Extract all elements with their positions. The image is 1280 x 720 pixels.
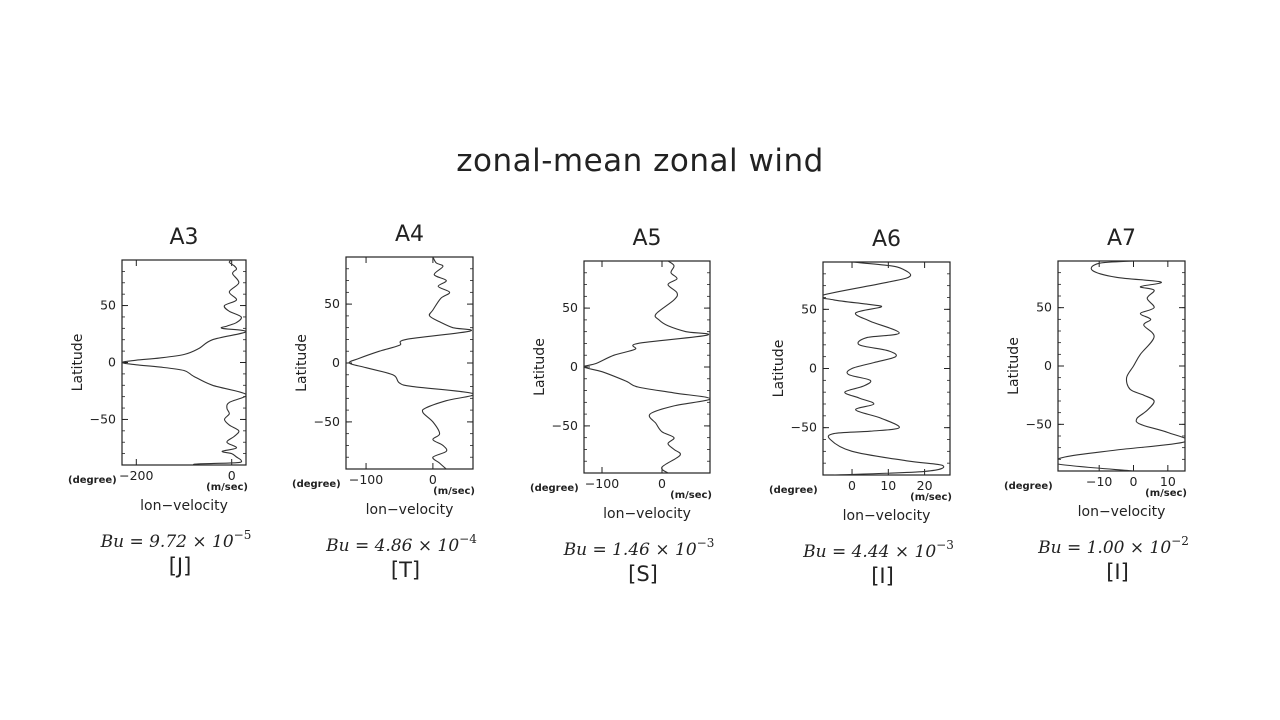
regime-label: [T] [391,558,420,582]
x-tick-label: 20 [917,478,933,493]
x-unit-label: (m/sec) [670,490,712,501]
burger-number-value: Bu = 4.44 × 10 [802,542,936,562]
y-tick-label: 50 [324,296,340,311]
burger-number-label: Bu = 9.72 × 10−5 [100,528,252,552]
burger-number-value: Bu = 1.00 × 10 [1037,538,1171,558]
chart-panel-a4: A4 −50 0 50 −100 0 Latitude (degree) (m/sec) lon−… [282,210,502,590]
x-axis-label: lon−velocity [140,498,228,514]
plot-frame [121,259,247,466]
panel-title: A4 [395,222,424,247]
x-axis-label: lon−velocity [603,506,691,522]
x-unit-label: (m/sec) [433,486,475,497]
y-axis-label: Latitude [70,334,86,392]
x-tick-label: −100 [349,472,383,487]
zonal-wind-line [823,262,945,475]
burger-number-value: Bu = 1.46 × 10 [563,540,697,560]
plot-frame [345,256,474,470]
burger-number-exponent: −3 [697,536,715,550]
x-tick-label: 10 [880,478,896,493]
y-tick-label: 0 [809,361,817,376]
chart-panel-a7: A7 −50 0 50 −10 0 10 Latitude (degree) (m/sec) lon… [995,210,1215,590]
y-unit-label: (degree) [769,485,818,496]
x-unit-label: (m/sec) [206,482,248,493]
plot-frame [583,260,711,474]
chart-svg: A7 −50 0 50 −10 0 10 Latitude (degree) (m/sec) lon… [1004,226,1189,584]
y-tick-label: −50 [314,414,340,429]
panel-title: A3 [169,225,198,250]
x-tick-label: 0 [658,476,666,491]
burger-number-label: Bu = 4.44 × 10−3 [802,538,954,562]
y-tick-label: 0 [108,355,116,370]
x-tick-label: −10 [1086,474,1112,489]
burger-number-value: Bu = 9.72 × 10 [100,532,234,552]
y-axis-label: Latitude [532,338,548,396]
y-axis-label: Latitude [771,340,787,398]
chart-svg: A3 −50 0 50 −200 0 Latitude (degree) (m/sec) lon−… [68,225,252,578]
burger-number-label: Bu = 1.00 × 10−2 [1037,534,1189,558]
zonal-wind-line [1058,261,1185,471]
y-unit-label: (degree) [68,475,117,486]
x-axis-label: lon−velocity [843,508,931,524]
zonal-wind-line [122,260,246,465]
y-tick-label: 0 [570,359,578,374]
y-tick-label: −50 [791,420,817,435]
burger-number-exponent: −4 [459,532,477,546]
burger-number-exponent: −2 [1171,534,1189,548]
zonal-wind-line [584,261,710,473]
y-unit-label: (degree) [530,483,579,494]
x-tick-label: 0 [1130,474,1138,489]
chart-svg: A5 −50 0 50 −100 0 Latitude (degree) (m/sec) lon−… [530,226,715,586]
burger-number-exponent: −5 [234,528,252,542]
plot-frame [822,261,951,476]
y-axis-label: Latitude [1006,337,1022,395]
x-tick-label: 10 [1160,474,1176,489]
x-tick-label: 0 [228,468,236,483]
y-tick-label: 50 [562,300,578,315]
y-tick-label: 0 [1044,358,1052,373]
y-tick-label: −50 [90,411,116,426]
chart-panel-a5: A5 −50 0 50 −100 0 Latitude (degree) (m/sec) lon−… [518,210,738,590]
x-tick-label: 0 [429,472,437,487]
y-axis-label: Latitude [294,334,310,392]
slide-title: zonal-mean zonal wind [456,143,824,179]
chart-panel-a6: A6 −50 0 50 0 10 20 Latitude (degree) (m/sec) lon−… [763,210,983,590]
burger-number-value: Bu = 4.86 × 10 [325,536,459,556]
x-unit-label: (m/sec) [1145,488,1187,499]
plot-frame [1057,260,1186,472]
x-axis-label: lon−velocity [1078,504,1166,520]
panel-title: A5 [632,226,661,251]
y-tick-label: −50 [552,418,578,433]
burger-number-label: Bu = 1.46 × 10−3 [563,536,715,560]
x-axis-label: lon−velocity [366,502,454,518]
y-unit-label: (degree) [1004,481,1053,492]
y-tick-label: 50 [100,298,116,313]
regime-label: [I] [1106,560,1129,584]
y-tick-label: 0 [332,355,340,370]
x-tick-label: 0 [848,478,856,493]
y-tick-label: −50 [1026,416,1052,431]
y-unit-label: (degree) [292,479,341,490]
regime-label: [S] [628,562,658,586]
y-tick-label: 50 [801,301,817,316]
chart-panel-a3: A3 −50 0 50 −200 0 Latitude (degree) (m/sec) lon−… [60,210,280,590]
chart-svg: A4 −50 0 50 −100 0 Latitude (degree) (m/sec) lon−… [292,222,477,582]
x-unit-label: (m/sec) [910,492,952,503]
chart-svg: A6 −50 0 50 0 10 20 Latitude (degree) (m/sec) lon−… [769,227,954,588]
panel-title: A6 [872,227,901,252]
panel-title: A7 [1107,226,1136,251]
regime-label: [J] [169,554,192,578]
regime-label: [I] [871,564,894,588]
zonal-wind-line [348,257,473,469]
x-tick-label: −100 [585,476,619,491]
x-tick-label: −200 [119,468,153,483]
burger-number-exponent: −3 [936,538,954,552]
y-tick-label: 50 [1036,300,1052,315]
burger-number-label: Bu = 4.86 × 10−4 [325,532,477,556]
